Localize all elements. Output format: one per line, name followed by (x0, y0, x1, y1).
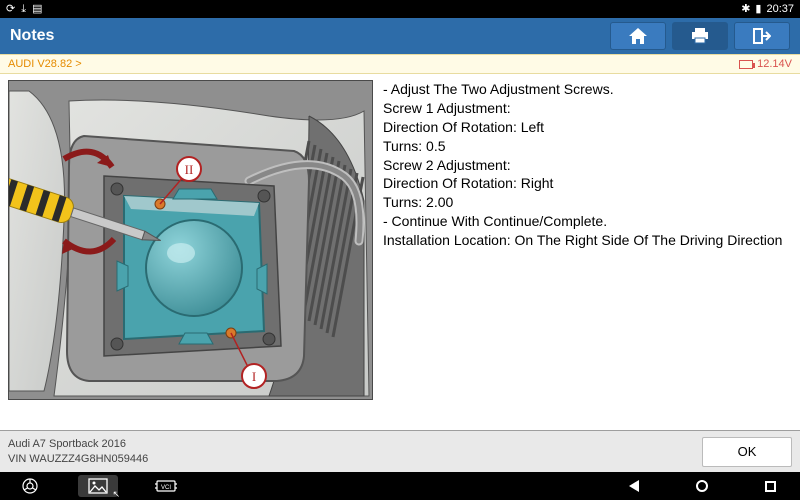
status-right-icons: ✱ ▮ 20:37 (741, 4, 794, 15)
instruction-line: Direction Of Rotation: Left (383, 118, 792, 137)
vehicle-vin: VIN WAUZZZ4G8HN059446 (8, 452, 148, 466)
instruction-line: Turns: 2.00 (383, 193, 792, 212)
back-icon (629, 480, 639, 492)
instruction-line: Turns: 0.5 (383, 137, 792, 156)
svg-text:II: II (185, 162, 194, 177)
diagram-svg: II I (9, 81, 373, 400)
nav-app-gallery[interactable]: ↖ (78, 475, 118, 497)
sync-icon: ⟳ (6, 4, 15, 15)
nav-app-chrome[interactable] (10, 475, 50, 497)
svg-text:VCI: VCI (161, 485, 171, 491)
instruction-line: Direction Of Rotation: Right (383, 174, 792, 193)
svg-text:I: I (252, 369, 256, 384)
app-header: Notes (0, 18, 800, 54)
instructions-text: - Adjust The Two Adjustment Screws.Screw… (383, 80, 792, 424)
nav-home[interactable] (682, 475, 722, 497)
battery-icon: ▮ (755, 4, 761, 15)
android-status-bar: ⟳ ⤓ ▤ ✱ ▮ 20:37 (0, 0, 800, 18)
voltage-text: 12.14V (757, 58, 792, 70)
diagram-illustration: II I (8, 80, 373, 400)
clock-text: 20:37 (766, 4, 794, 15)
home-icon (629, 28, 647, 44)
printer-icon (691, 28, 709, 44)
vehicle-name: Audi A7 Sportback 2016 (8, 437, 148, 451)
status-left-icons: ⟳ ⤓ ▤ (6, 4, 43, 15)
ok-button[interactable]: OK (702, 437, 792, 467)
instruction-line: - Continue With Continue/Complete. (383, 212, 792, 231)
content-area: II I - Adjust The Two Adjustment Screws.… (0, 74, 800, 430)
page-title: Notes (10, 27, 54, 45)
instruction-line: Screw 1 Adjustment: (383, 99, 792, 118)
bluetooth-icon: ✱ (741, 4, 750, 15)
chrome-icon (21, 477, 39, 495)
nav-back[interactable] (614, 475, 654, 497)
print-button[interactable] (672, 22, 728, 50)
battery-outline-icon (739, 60, 753, 69)
android-nav-bar: ↖ VCI (0, 472, 800, 500)
home-button[interactable] (610, 22, 666, 50)
nav-app-vci[interactable]: VCI (146, 475, 186, 497)
instruction-line: Screw 2 Adjustment: (383, 156, 792, 175)
voltage-indicator: 12.14V (739, 58, 792, 70)
instruction-line: - Adjust The Two Adjustment Screws. (383, 80, 792, 99)
download-icon: ⤓ (21, 4, 26, 15)
breadcrumb-strip: AUDI V28.82 > 12.14V (0, 54, 800, 74)
breadcrumb[interactable]: AUDI V28.82 > (8, 58, 82, 70)
footer-bar: Audi A7 Sportback 2016 VIN WAUZZZ4G8HN05… (0, 430, 800, 472)
image-icon (88, 478, 108, 494)
home-circle-icon (696, 480, 708, 492)
recent-icon (765, 481, 776, 492)
vci-icon: VCI (154, 478, 178, 494)
cursor-icon: ↖ (112, 489, 120, 500)
vehicle-info: Audi A7 Sportback 2016 VIN WAUZZZ4G8HN05… (8, 437, 148, 466)
card-icon: ▤ (32, 4, 42, 15)
exit-button[interactable] (734, 22, 790, 50)
instruction-line: Installation Location: On The Right Side… (383, 231, 792, 250)
nav-recent[interactable] (750, 475, 790, 497)
exit-icon (753, 28, 771, 44)
